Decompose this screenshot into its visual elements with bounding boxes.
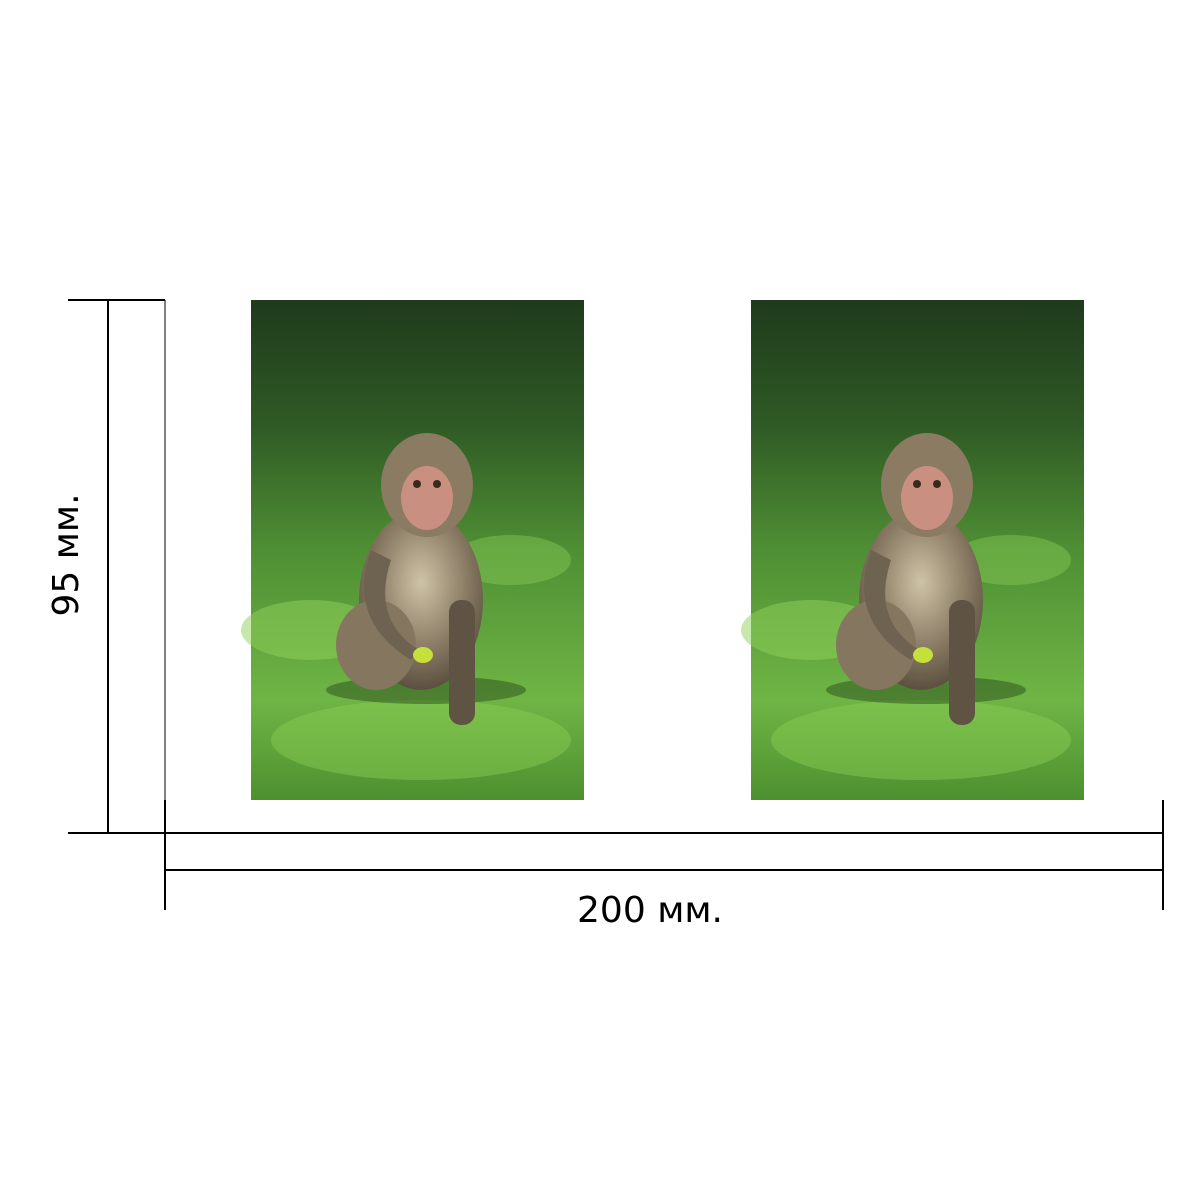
height-label: 95 мм.	[46, 493, 87, 616]
product-photo	[241, 300, 584, 800]
product-photo	[741, 300, 1084, 800]
width-label: 200 мм.	[577, 890, 723, 931]
